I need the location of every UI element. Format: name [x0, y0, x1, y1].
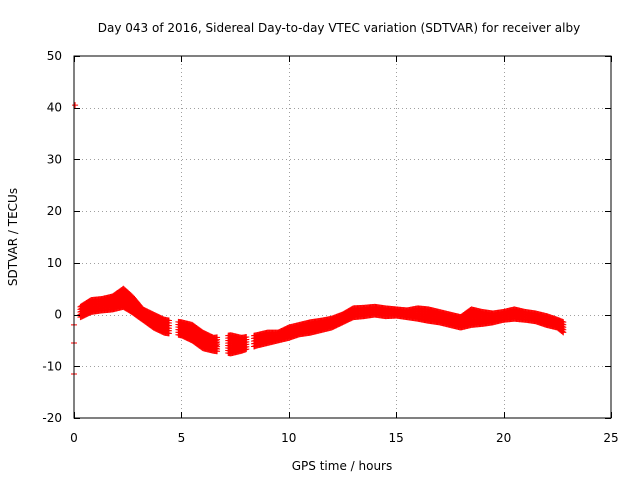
axis-ticks	[74, 56, 612, 419]
data-point	[243, 346, 250, 353]
y-tick-label: -20	[42, 411, 62, 425]
x-tick-label: 25	[603, 431, 618, 445]
data-point-outlier	[72, 102, 79, 109]
x-axis-label: GPS time / hours	[292, 459, 393, 473]
y-tick-label: 20	[47, 204, 62, 218]
y-axis-label: SDTVAR / TECUs	[6, 188, 20, 286]
y-tick-label: 40	[47, 101, 62, 115]
chart-title: Day 043 of 2016, Sidereal Day-to-day VTE…	[98, 21, 580, 35]
y-tick-label: 30	[47, 152, 62, 166]
data-series-sdtvar	[71, 102, 567, 378]
plot-frame	[73, 55, 612, 419]
x-tick-label: 20	[496, 431, 511, 445]
x-tick-label: 0	[70, 431, 78, 445]
data-point	[165, 330, 172, 337]
x-tick-label: 5	[178, 431, 186, 445]
data-point	[214, 348, 221, 355]
y-tick-label: 50	[47, 49, 62, 63]
y-tick-label: 0	[54, 308, 62, 322]
y-tick-labels: -20 -10 0 10 20 30 40 50	[42, 49, 62, 425]
x-tick-label: 10	[281, 431, 296, 445]
y-tick-label: -10	[42, 359, 62, 373]
data-point	[560, 329, 567, 336]
x-tick-label: 15	[389, 431, 404, 445]
x-tick-labels: 0 5 10 15 20 25	[70, 431, 618, 445]
y-tick-label: 10	[47, 256, 62, 270]
